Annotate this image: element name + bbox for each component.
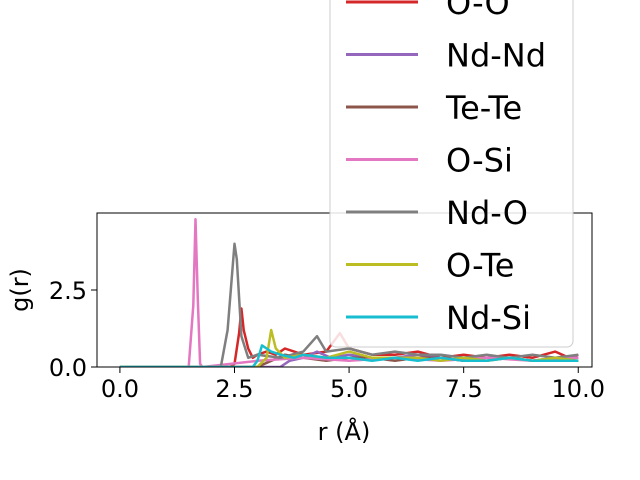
y-axis: 0.0 2.5 <box>49 277 97 382</box>
y-tick-label: 2.5 <box>49 277 87 305</box>
legend-label-nd-si: Nd-Si <box>446 299 531 337</box>
legend-box <box>329 0 574 348</box>
plot-area <box>96 212 593 368</box>
y-axis-label: g(r) <box>6 268 34 312</box>
legend-label-o-si: O-Si <box>446 142 513 180</box>
x-tick-label: 0.0 <box>101 375 139 403</box>
x-axis-label: r (Å) <box>318 417 371 446</box>
legend-label-nd-nd: Nd-Nd <box>446 37 546 75</box>
x-tick-label: 2.5 <box>215 375 253 403</box>
legend-label-o-o: O-O <box>446 0 510 22</box>
x-tick-label: 10.0 <box>552 375 605 403</box>
series-group <box>119 217 579 367</box>
x-tick-label: 5.0 <box>330 375 368 403</box>
legend-label-te-te: Te-Te <box>445 89 522 127</box>
series-line-nd-si <box>119 344 579 367</box>
legend: O-O Nd-Nd Te-Te O-Si Nd-O O-Te Nd-Si <box>329 0 574 348</box>
y-tick-label: 0.0 <box>49 354 87 382</box>
legend-label-o-te: O-Te <box>446 247 514 285</box>
legend-label-nd-o: Nd-O <box>446 194 528 232</box>
series-line-nd-o <box>119 242 579 367</box>
x-tick-label: 7.5 <box>445 375 483 403</box>
x-axis: 0.0 2.5 5.0 7.5 10.0 <box>101 367 605 403</box>
